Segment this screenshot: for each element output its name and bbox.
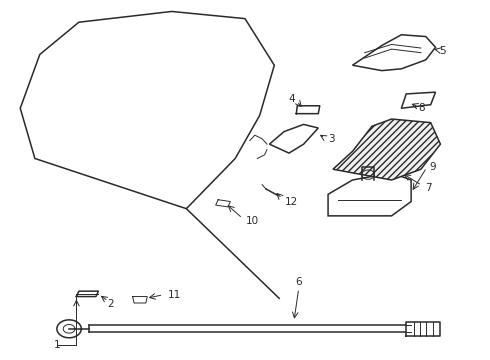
Text: 9: 9: [430, 162, 437, 172]
Text: 8: 8: [418, 103, 425, 113]
Text: 6: 6: [295, 277, 302, 287]
Text: 5: 5: [440, 46, 446, 56]
PathPatch shape: [333, 119, 441, 180]
Text: 7: 7: [425, 183, 432, 193]
Text: 1: 1: [53, 340, 60, 350]
Text: 10: 10: [246, 216, 259, 226]
Text: 12: 12: [285, 197, 298, 207]
Text: 4: 4: [288, 94, 294, 104]
Text: 2: 2: [107, 299, 114, 309]
Text: 3: 3: [328, 134, 334, 144]
Text: 11: 11: [168, 290, 181, 300]
